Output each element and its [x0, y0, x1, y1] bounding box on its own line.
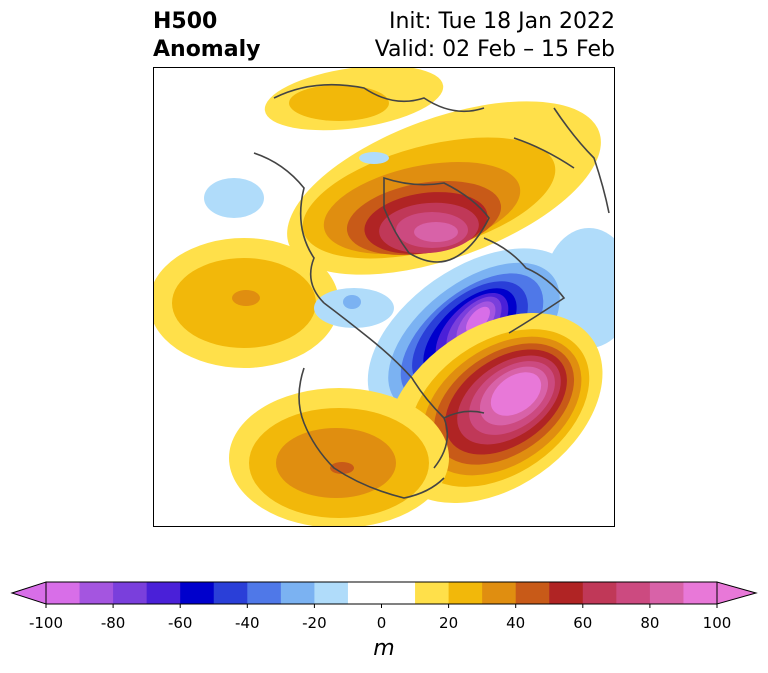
- init-date: Init: Tue 18 Jan 2022: [388, 9, 615, 34]
- colorbar-bin: [247, 582, 282, 604]
- colorbar-bin: [381, 582, 416, 604]
- colorbar-tick-label: -100: [28, 614, 64, 632]
- colorbar-tick-label: 80: [640, 614, 660, 632]
- colorbar-tick-label: 40: [506, 614, 526, 632]
- colorbar-tick-label: -60: [167, 614, 193, 632]
- colorbar-bin: [616, 582, 651, 604]
- colorbar: [10, 581, 758, 608]
- colorbar-bin: [549, 582, 584, 604]
- colorbar-bin: [314, 582, 349, 604]
- title-left: H500 Anomaly: [153, 8, 260, 64]
- colorbar-bin: [347, 582, 382, 604]
- colorbar-extend-high: [716, 581, 758, 605]
- colorbar-bin: [482, 582, 517, 604]
- colorbar-bin: [79, 582, 114, 604]
- colorbar-bin: [415, 582, 450, 604]
- colorbar-bin: [448, 582, 483, 604]
- colorbar-bin: [280, 582, 315, 604]
- ridge-greenland-arctic: [287, 101, 601, 275]
- colorbar-bin: [213, 582, 248, 604]
- title-right: Init: Tue 18 Jan 2022 Valid: 02 Feb – 15…: [375, 8, 615, 64]
- valid-range: Valid: 02 Feb – 15 Feb: [374, 37, 615, 62]
- colorbar-extend-low: [10, 581, 47, 605]
- ridge-siberia: [264, 68, 444, 131]
- coastlines: [253, 83, 610, 499]
- colorbar-tick-label: 60: [573, 614, 593, 632]
- colorbar-bin: [180, 582, 215, 604]
- ridge-contiguous-us: [229, 388, 449, 526]
- colorbar-bin: [582, 582, 617, 604]
- title-field: Anomaly: [153, 37, 261, 62]
- colorbar-bin: [113, 582, 148, 604]
- title-variable: H500: [153, 9, 218, 34]
- colorbar-bin: [515, 582, 550, 604]
- ridge-north-pacific: [154, 238, 339, 368]
- colorbar-bin: [683, 582, 718, 604]
- colorbar-tick-label: -20: [302, 614, 327, 632]
- map-panel: [153, 67, 615, 527]
- colorbar-bin: [46, 582, 81, 604]
- colorbar-tick-label: 100: [702, 614, 732, 632]
- colorbar-tick-label: -40: [235, 614, 260, 632]
- colorbar-units-label: m: [373, 636, 395, 661]
- anomaly-map: [154, 68, 614, 526]
- colorbar-tick-label: 20: [439, 614, 459, 632]
- colorbar-bin: [649, 582, 684, 604]
- ridge-north-atlantic: [385, 312, 603, 504]
- colorbar-tick-label: -80: [100, 614, 126, 632]
- colorbar-tick-label: 0: [376, 614, 387, 632]
- colorbar-bin: [146, 582, 181, 604]
